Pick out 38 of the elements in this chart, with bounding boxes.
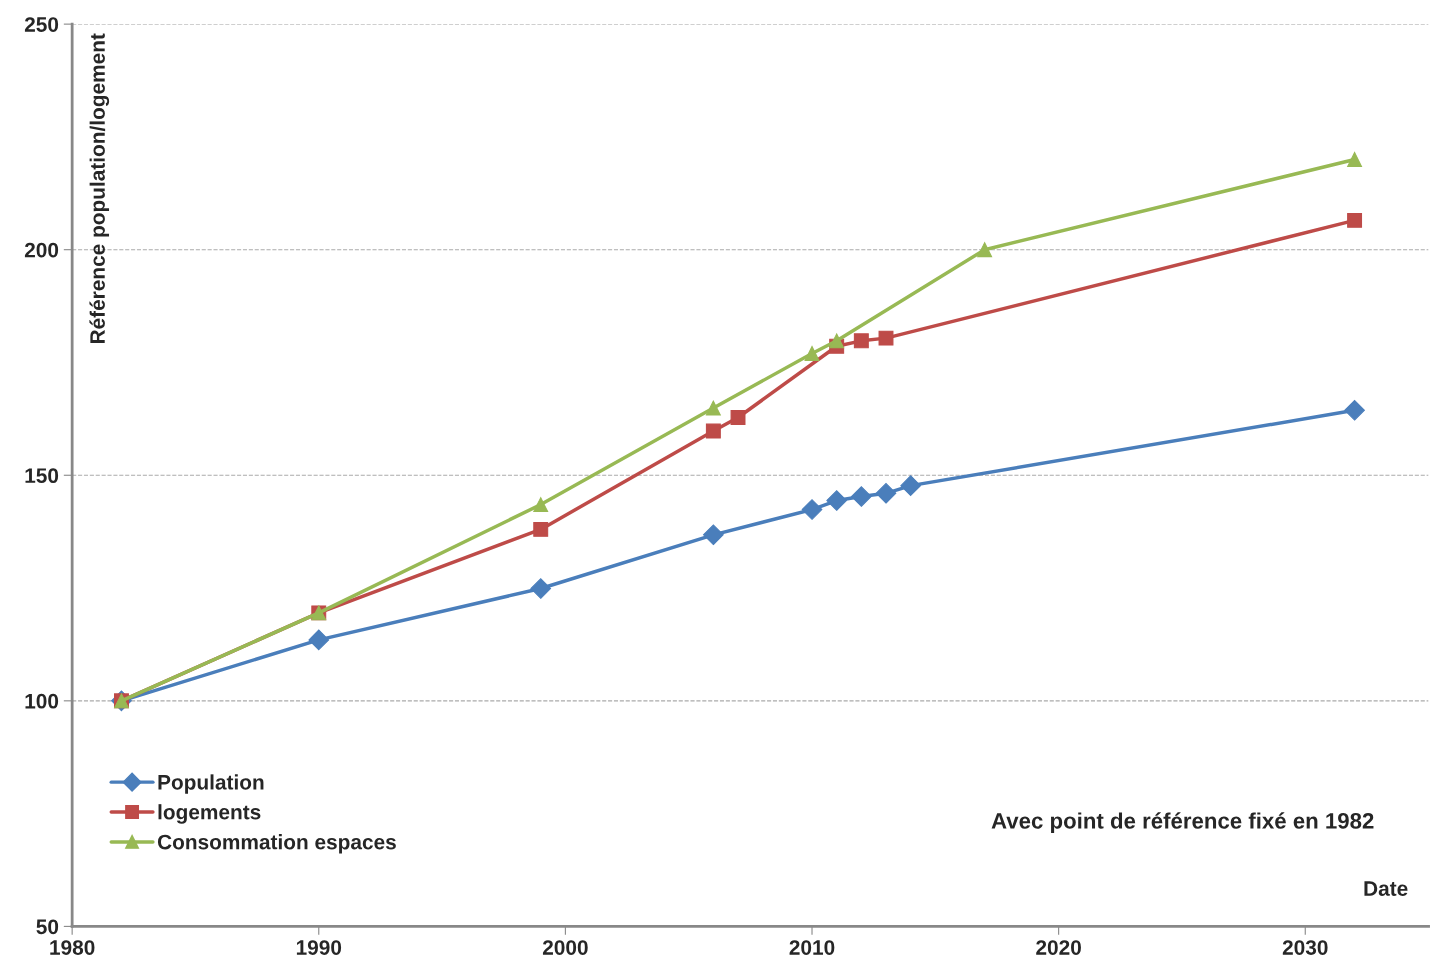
x-tick-label: 2010 bbox=[789, 940, 835, 955]
point bbox=[875, 482, 897, 504]
legend-label: Consommation espaces bbox=[157, 834, 396, 854]
point bbox=[705, 400, 721, 416]
point bbox=[1347, 152, 1363, 167]
y-axis-title: Référence population/logement bbox=[89, 33, 110, 344]
point bbox=[705, 423, 721, 439]
point bbox=[801, 499, 823, 520]
y-tick-label: 50 bbox=[36, 919, 59, 935]
point bbox=[853, 333, 869, 349]
point bbox=[826, 490, 848, 511]
y-tick-label: 100 bbox=[25, 693, 59, 709]
x-tick-label: 1980 bbox=[50, 940, 95, 955]
point bbox=[878, 330, 894, 346]
point bbox=[533, 497, 549, 513]
x-tick-label: 1990 bbox=[296, 940, 342, 955]
point bbox=[851, 486, 872, 507]
point bbox=[804, 345, 820, 361]
point bbox=[1347, 212, 1363, 228]
annotation: Avec point de référence fixé en 1982 bbox=[991, 812, 1374, 834]
legend-label: logements bbox=[158, 804, 261, 824]
point bbox=[977, 242, 993, 258]
point bbox=[1344, 399, 1365, 421]
y-tick-label: 200 bbox=[24, 242, 59, 258]
point bbox=[730, 410, 746, 425]
y-tick-label: 150 bbox=[25, 468, 59, 484]
y-tick-label: 250 bbox=[24, 17, 59, 32]
point bbox=[530, 578, 552, 599]
x-tick-label: 2030 bbox=[1282, 940, 1328, 955]
point bbox=[703, 524, 724, 546]
point bbox=[308, 629, 330, 651]
x-axis-title: Date bbox=[1364, 881, 1408, 896]
point bbox=[829, 333, 845, 349]
point bbox=[900, 475, 921, 496]
point bbox=[533, 521, 549, 537]
x-tick-label: 2000 bbox=[542, 940, 588, 955]
legend-label: Population bbox=[158, 774, 264, 794]
x-tick-label: 2020 bbox=[1036, 940, 1081, 955]
